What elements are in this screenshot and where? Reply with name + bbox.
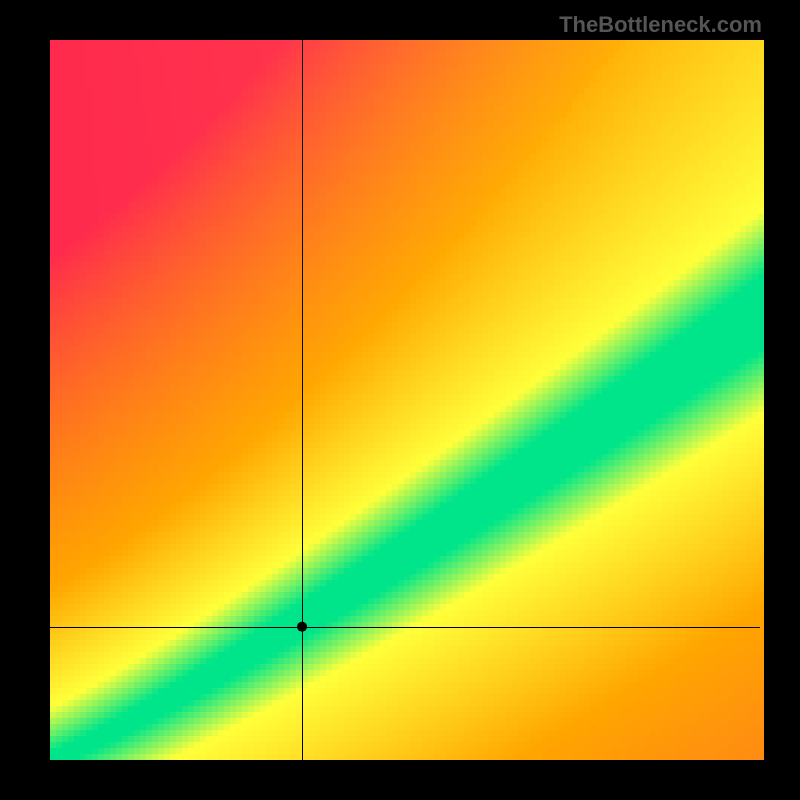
- bottleneck-heatmap: [0, 0, 800, 800]
- watermark-text: TheBottleneck.com: [559, 12, 762, 38]
- chart-container: { "watermark": { "text": "TheBottleneck.…: [0, 0, 800, 800]
